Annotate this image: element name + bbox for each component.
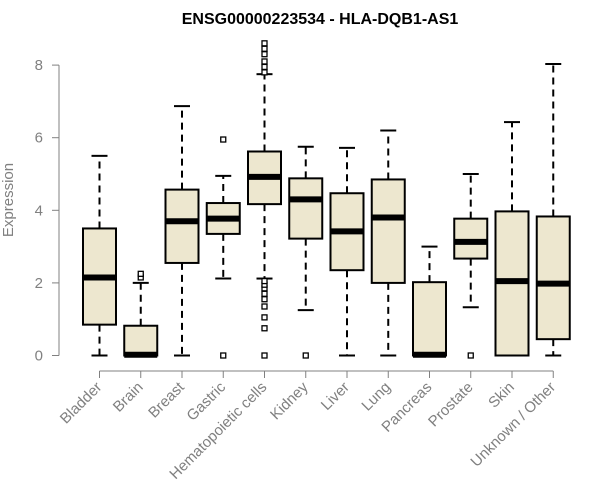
box-skin xyxy=(494,121,530,357)
box-iqr xyxy=(288,177,324,240)
y-tick-label: 8 xyxy=(35,57,43,74)
box-pancreas xyxy=(412,245,447,358)
x-tick-label: Prostate xyxy=(425,379,477,431)
box-prostate xyxy=(453,173,489,359)
box-lung xyxy=(370,129,406,357)
box-liver xyxy=(329,146,365,357)
chart-title: ENSG00000223534 - HLA-DQB1-AS1 xyxy=(182,11,459,28)
outlier-point xyxy=(261,58,268,65)
outlier-point xyxy=(220,352,227,359)
outlier-point xyxy=(261,40,268,47)
outlier-point xyxy=(261,314,268,321)
outlier-point xyxy=(261,45,268,52)
outlier-point xyxy=(261,296,268,303)
box-iqr xyxy=(412,281,447,357)
outlier-point xyxy=(137,270,144,277)
y-axis: 0 2 4 6 8 xyxy=(35,57,60,365)
outlier-point xyxy=(220,136,227,143)
box-brain xyxy=(123,270,159,358)
outlier-point xyxy=(261,69,268,76)
boxes-layer xyxy=(82,40,571,359)
outlier-point xyxy=(261,352,268,359)
box-breast xyxy=(164,105,200,357)
y-tick-label: 4 xyxy=(35,202,43,219)
box-iqr xyxy=(453,217,489,260)
outlier-point xyxy=(261,51,268,58)
outlier-point xyxy=(467,352,474,359)
outlier-point xyxy=(261,277,268,285)
y-tick-label: 2 xyxy=(35,275,43,292)
x-tick-label: Skin xyxy=(485,379,518,412)
outlier-point xyxy=(302,352,309,359)
outlier-point xyxy=(261,290,268,297)
box-hematopoietic-cells xyxy=(247,40,282,359)
outlier-point xyxy=(261,325,268,332)
y-tick-label: 6 xyxy=(35,130,43,147)
x-tick-label: Bladder xyxy=(57,379,106,428)
x-tick-label: Lung xyxy=(358,379,394,415)
x-tick-label: Kidney xyxy=(267,378,312,423)
x-tick-label: Breast xyxy=(145,378,188,421)
box-iqr xyxy=(535,215,571,341)
box-kidney xyxy=(288,145,324,359)
x-tick-label: Brain xyxy=(110,379,147,416)
x-tick-label: Liver xyxy=(318,379,353,414)
outlier-point xyxy=(261,303,268,310)
y-axis-label: Expression xyxy=(0,163,17,237)
box-iqr xyxy=(123,324,159,357)
box-unknown-other xyxy=(535,63,571,357)
box-iqr xyxy=(370,178,406,284)
y-tick-label: 0 xyxy=(35,348,43,365)
outlier-point xyxy=(261,63,268,71)
box-bladder xyxy=(82,154,117,357)
box-gastric xyxy=(205,136,241,359)
box-iqr xyxy=(164,188,200,264)
